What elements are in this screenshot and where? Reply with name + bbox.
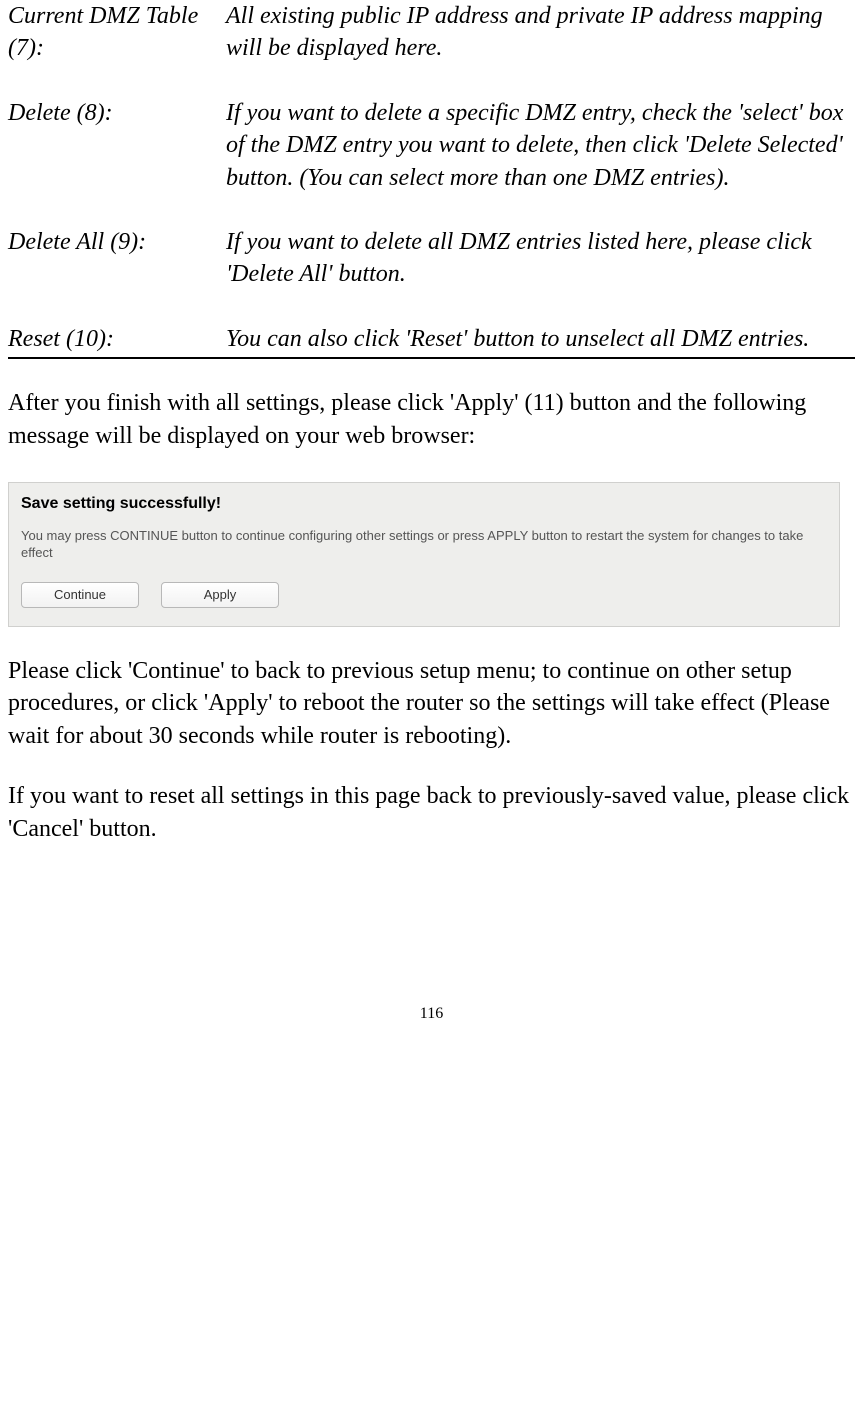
definition-term: Delete (8):	[8, 97, 226, 129]
continue-button[interactable]: Continue	[21, 582, 139, 608]
definition-term: Reset (10):	[8, 323, 226, 355]
definition-description: If you want to delete a specific DMZ ent…	[226, 97, 855, 194]
dialog-title: Save setting successfully!	[21, 495, 827, 513]
definition-description: All existing public IP address and priva…	[226, 0, 855, 65]
definition-list: Current DMZ Table (7): All existing publ…	[8, 0, 855, 359]
definition-row: Current DMZ Table (7): All existing publ…	[8, 0, 855, 65]
definition-description: You can also click 'Reset' button to uns…	[226, 323, 855, 355]
save-success-dialog: Save setting successfully! You may press…	[8, 482, 840, 627]
paragraph-continue-apply: Please click 'Continue' to back to previ…	[8, 655, 855, 752]
definition-row: Delete (8): If you want to delete a spec…	[8, 97, 855, 194]
definition-row: Reset (10): You can also click 'Reset' b…	[8, 323, 855, 355]
definition-description: If you want to delete all DMZ entries li…	[226, 226, 855, 291]
paragraph-apply-instruction: After you finish with all settings, plea…	[8, 387, 855, 452]
dialog-text: You may press CONTINUE button to continu…	[21, 527, 827, 562]
definition-term: Delete All (9):	[8, 226, 226, 258]
definition-term: Current DMZ Table (7):	[8, 0, 226, 65]
paragraph-cancel: If you want to reset all settings in thi…	[8, 780, 855, 845]
dialog-button-row: Continue Apply	[21, 582, 827, 608]
page-number: 116	[8, 1005, 855, 1023]
apply-button[interactable]: Apply	[161, 582, 279, 608]
definition-row: Delete All (9): If you want to delete al…	[8, 226, 855, 291]
